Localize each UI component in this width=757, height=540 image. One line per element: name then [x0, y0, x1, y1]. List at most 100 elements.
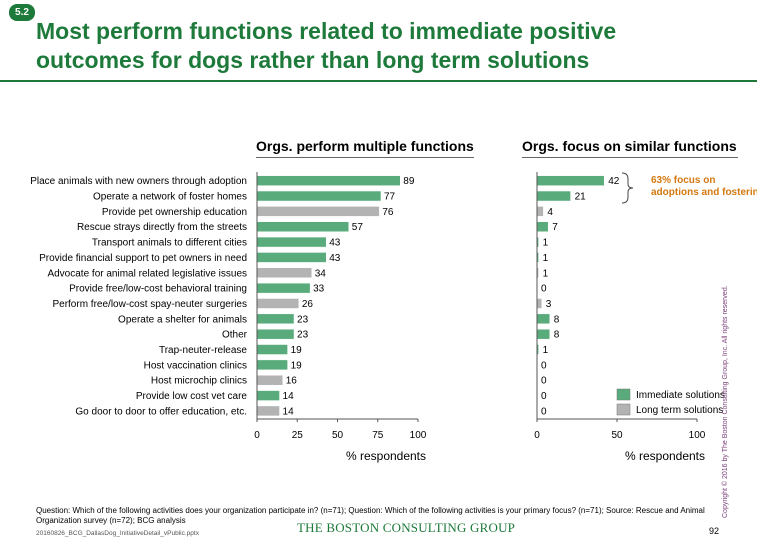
category-label: Advocate for animal related legislative … [47, 268, 247, 279]
value-label-right: 0 [541, 284, 547, 295]
value-label-right: 1 [543, 253, 549, 264]
left-chart-title: Orgs. perform multiple functions [256, 138, 474, 154]
bar-left [256, 298, 300, 309]
category-label: Provide low cost vet care [136, 391, 248, 402]
bcg-logo: THE BOSTON CONSULTING GROUP [297, 520, 516, 535]
legend-label-immediate: Immediate solutions [636, 390, 725, 401]
value-label-left: 16 [286, 376, 298, 387]
bar-right [536, 175, 605, 186]
value-label-left: 19 [291, 345, 303, 356]
category-label: Provide free/low-cost behavioral trainin… [69, 284, 247, 295]
right-x-tick-label: 100 [689, 430, 706, 441]
right-x-tick-label: 50 [611, 430, 623, 441]
file-name: 20160826_BCG_DallasDog_InitiativeDetail_… [36, 530, 199, 537]
category-label: Operate a network of foster homes [93, 192, 247, 203]
category-label: Rescue strays directly from the streets [77, 222, 247, 233]
category-label: Other [222, 330, 248, 341]
value-label-left: 19 [291, 360, 303, 371]
bar-right [536, 298, 543, 309]
bar-left [256, 313, 295, 325]
category-label: Provide pet ownership education [102, 207, 247, 218]
bar-right [536, 221, 549, 232]
category-label: Host microchip clinics [151, 376, 247, 387]
value-label-right: 42 [608, 176, 620, 187]
category-label: Transport animals to different cities [92, 238, 247, 249]
value-label-right: 7 [552, 222, 558, 233]
bar-right [536, 190, 571, 202]
bar-right [536, 313, 551, 325]
value-label-right: 1 [543, 238, 549, 249]
value-label-right: 0 [541, 360, 547, 371]
bar-left [256, 328, 295, 340]
bar-left [256, 374, 284, 386]
value-label-right: 3 [546, 299, 552, 310]
left-x-tick-label: 75 [372, 430, 384, 441]
category-label: Host vaccination clinics [144, 360, 247, 371]
category-label: Go door to door to offer education, etc. [75, 406, 247, 417]
left-x-tick-label: 25 [292, 430, 304, 441]
value-label-left: 33 [313, 284, 325, 295]
value-label-right: 8 [554, 330, 560, 341]
bar-left [256, 405, 280, 417]
page-number: 92 [709, 526, 720, 536]
left-chart-title-underline [256, 157, 474, 158]
value-label-right: 1 [543, 345, 549, 356]
annotation-brace [621, 172, 634, 204]
value-label-left: 43 [329, 238, 341, 249]
bar-left [256, 190, 382, 202]
bar-left [256, 282, 311, 294]
copyright-notice: Copyright © 2016 by The Boston Consultin… [722, 285, 729, 518]
legend-swatch-longterm [616, 403, 631, 416]
value-label-right: 4 [547, 207, 553, 218]
section-badge: 5.2 [9, 4, 35, 21]
category-label: Operate a shelter for animals [118, 314, 247, 325]
page-title: Most perform functions related to immedi… [36, 18, 617, 73]
value-label-right: 21 [575, 192, 587, 203]
value-label-left: 89 [403, 176, 415, 187]
value-label-left: 23 [297, 314, 309, 325]
right-chart-title-underline [522, 157, 738, 158]
annotation-text: 63% focus on [651, 175, 715, 186]
value-label-right: 0 [541, 376, 547, 387]
value-label-left: 14 [283, 406, 295, 417]
right-x-axis-title: % respondents [625, 449, 705, 463]
value-label-left: 23 [297, 330, 309, 341]
category-label: Place animals with new owners through ad… [30, 176, 247, 187]
right-x-tick-label: 0 [534, 430, 540, 441]
legend-swatch-immediate [616, 388, 631, 401]
value-label-left: 43 [329, 253, 341, 264]
bar-left [256, 359, 288, 371]
bar-left [256, 236, 327, 248]
value-label-right: 0 [541, 406, 547, 417]
bar-left [256, 344, 288, 355]
left-x-tick-label: 50 [332, 430, 344, 441]
category-label: Provide financial support to pet owners … [39, 253, 247, 264]
bar-left [256, 252, 327, 263]
left-x-tick-label: 0 [254, 430, 260, 441]
value-label-right: 0 [541, 391, 547, 402]
category-label: Trap-neuter-release [159, 345, 247, 356]
footnote: Question: Which of the following activit… [36, 506, 705, 525]
value-label-left: 57 [352, 222, 364, 233]
left-x-axis-title: % respondents [346, 449, 426, 463]
bar-left [256, 175, 401, 186]
bar-right [536, 328, 551, 340]
value-label-left: 34 [315, 268, 327, 279]
bar-left [256, 206, 380, 217]
bar-left [256, 390, 280, 401]
left-x-tick-label: 100 [410, 430, 427, 441]
value-label-left: 26 [302, 299, 314, 310]
annotation-text: adoptions and fostering [651, 187, 757, 198]
value-label-left: 77 [384, 192, 396, 203]
value-label-right: 8 [554, 314, 560, 325]
bar-right [536, 206, 544, 217]
bar-left [256, 267, 312, 279]
right-chart-title: Orgs. focus on similar functions [522, 138, 737, 154]
value-label-left: 76 [382, 207, 394, 218]
title-divider [0, 80, 757, 82]
category-label: Perform free/low-cost spay-neuter surger… [52, 299, 247, 310]
value-label-left: 14 [283, 391, 295, 402]
bar-left [256, 221, 350, 232]
legend-label-longterm: Long term solutions [636, 405, 723, 416]
